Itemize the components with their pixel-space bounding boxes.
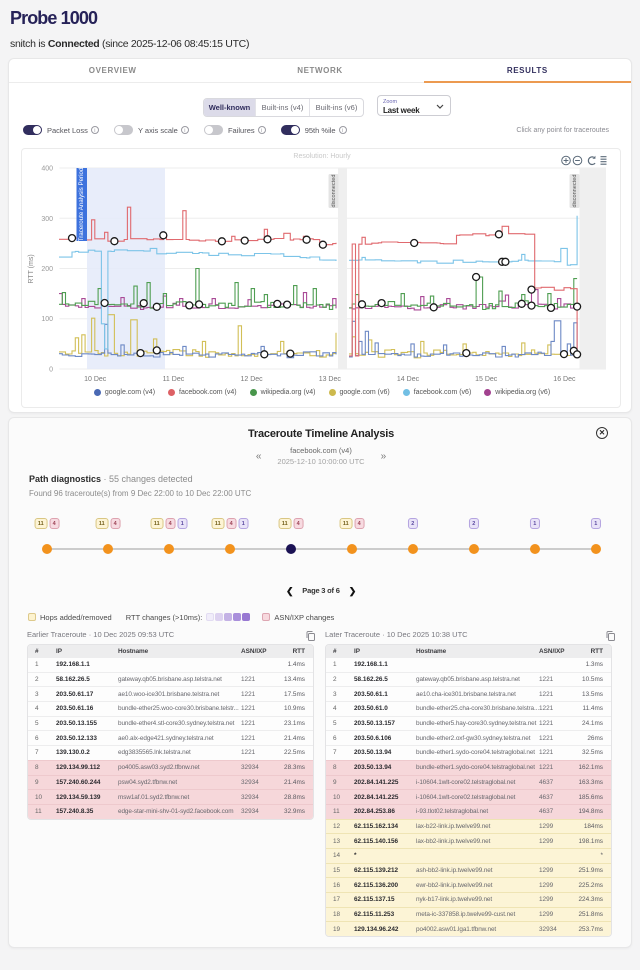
svg-text:disconnected: disconnected bbox=[572, 175, 578, 208]
svg-text:300: 300 bbox=[41, 216, 53, 223]
svg-text:15 Dec: 15 Dec bbox=[475, 376, 498, 383]
svg-text:disconnected: disconnected bbox=[331, 175, 337, 208]
svg-text:400: 400 bbox=[41, 166, 53, 173]
svg-text:200: 200 bbox=[41, 266, 53, 273]
svg-text:11 Dec: 11 Dec bbox=[163, 376, 185, 383]
svg-text:13 Dec: 13 Dec bbox=[319, 376, 342, 383]
svg-text:100: 100 bbox=[41, 316, 53, 323]
svg-text:0: 0 bbox=[49, 367, 53, 374]
svg-text:10 Dec: 10 Dec bbox=[84, 376, 107, 383]
svg-text:RTT (ms): RTT (ms) bbox=[28, 254, 35, 283]
svg-text:Traceroute Analysis Period: Traceroute Analysis Period bbox=[78, 167, 85, 241]
svg-text:14 Dec: 14 Dec bbox=[397, 376, 420, 383]
svg-text:16 Dec: 16 Dec bbox=[553, 376, 576, 383]
svg-text:12 Dec: 12 Dec bbox=[241, 376, 264, 383]
